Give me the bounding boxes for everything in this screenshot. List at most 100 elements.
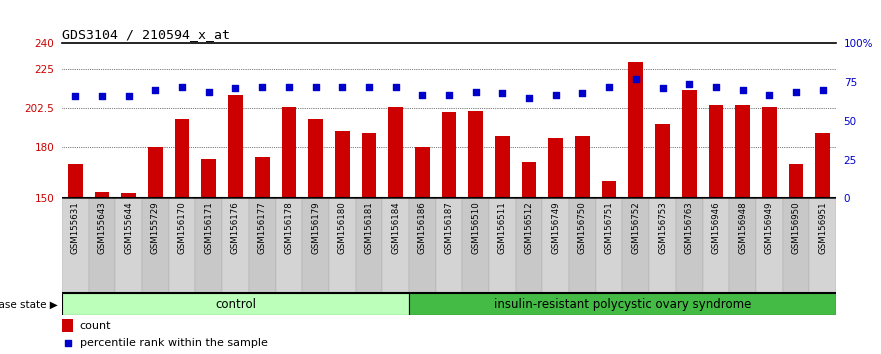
Point (202, 89, 216, 95)
Bar (222, 199, 248, 293)
Bar (382, 199, 409, 293)
Point (95, 93, 109, 99)
Point (175, 84, 189, 90)
Bar (62, 319, 73, 332)
Text: GSM156510: GSM156510 (471, 201, 480, 254)
Bar (62, 199, 89, 293)
Text: GSM156511: GSM156511 (498, 201, 507, 254)
Bar (389, 107, 403, 199)
Point (549, 92, 563, 97)
Point (816, 87, 830, 93)
Bar (623, 199, 649, 293)
Bar (489, 199, 515, 293)
Text: insulin-resistant polycystic ovary syndrome: insulin-resistant polycystic ovary syndr… (493, 298, 751, 311)
Bar (409, 199, 436, 293)
Bar (575, 136, 589, 199)
Point (148, 87, 162, 93)
Text: GSM156752: GSM156752 (632, 201, 640, 254)
Bar (782, 199, 810, 293)
Bar (68, 164, 83, 199)
Point (122, 93, 136, 99)
Text: GSM156177: GSM156177 (257, 201, 267, 254)
Bar (463, 199, 489, 293)
Point (709, 84, 723, 90)
Bar (361, 133, 376, 199)
Text: control: control (215, 298, 256, 311)
Text: GSM156184: GSM156184 (391, 201, 400, 254)
Bar (169, 199, 196, 293)
Bar (196, 199, 222, 293)
Bar (174, 119, 189, 199)
Text: GSM156171: GSM156171 (204, 201, 213, 254)
Text: GSM156181: GSM156181 (365, 201, 374, 254)
Point (69, 93, 83, 99)
Text: GSM155643: GSM155643 (98, 201, 107, 254)
Bar (308, 119, 323, 199)
Bar (548, 138, 563, 199)
Text: GSM156180: GSM156180 (337, 201, 347, 254)
Bar (682, 90, 697, 199)
Bar (255, 157, 270, 199)
Bar (495, 136, 510, 199)
Text: disease state ▶: disease state ▶ (0, 299, 57, 309)
Text: GSM156763: GSM156763 (685, 201, 693, 254)
Bar (736, 105, 750, 199)
Bar (729, 199, 756, 293)
Bar (708, 105, 723, 199)
Bar (62, 293, 409, 315)
Point (682, 81, 696, 87)
Text: count: count (80, 321, 111, 331)
Text: GSM156949: GSM156949 (765, 201, 774, 254)
Bar (302, 199, 329, 293)
Bar (515, 199, 543, 293)
Point (61, 340, 75, 346)
Text: GSM156950: GSM156950 (791, 201, 801, 254)
Bar (702, 199, 729, 293)
Text: GSM156946: GSM156946 (711, 201, 721, 254)
Bar (441, 112, 456, 199)
Bar (756, 199, 782, 293)
Bar (329, 199, 356, 293)
Bar (628, 62, 643, 199)
Text: GSM155631: GSM155631 (70, 201, 80, 254)
Bar (415, 147, 430, 199)
Point (389, 84, 403, 90)
Bar (115, 199, 142, 293)
Bar (649, 199, 676, 293)
Text: GSM156751: GSM156751 (604, 201, 614, 254)
Text: GSM156187: GSM156187 (445, 201, 454, 254)
Point (228, 86, 242, 91)
Text: GSM156178: GSM156178 (285, 201, 293, 254)
Point (788, 89, 803, 95)
Bar (142, 199, 169, 293)
Bar (148, 147, 163, 199)
Bar (409, 293, 836, 315)
Bar (469, 111, 483, 199)
Text: GSM156512: GSM156512 (524, 201, 534, 254)
Bar (335, 131, 350, 199)
Point (335, 84, 349, 90)
Point (495, 90, 509, 96)
Point (255, 84, 270, 90)
Bar (810, 199, 836, 293)
Text: percentile rank within the sample: percentile rank within the sample (80, 338, 268, 348)
Point (736, 87, 750, 93)
Text: GSM156186: GSM156186 (418, 201, 426, 254)
Bar (815, 133, 830, 199)
Point (522, 95, 537, 101)
Point (415, 92, 429, 97)
Text: GSM156749: GSM156749 (552, 201, 560, 254)
Bar (89, 199, 115, 293)
Text: GSM156750: GSM156750 (578, 201, 587, 254)
Bar (655, 124, 670, 199)
Bar (276, 199, 302, 293)
Text: GSM156951: GSM156951 (818, 201, 827, 254)
Text: GSM155644: GSM155644 (124, 201, 133, 254)
Bar (596, 199, 623, 293)
Bar (676, 199, 702, 293)
Text: GSM156170: GSM156170 (178, 201, 187, 254)
Bar (122, 193, 136, 199)
Bar (436, 199, 463, 293)
Point (602, 84, 616, 90)
Text: GSM156753: GSM156753 (658, 201, 667, 254)
